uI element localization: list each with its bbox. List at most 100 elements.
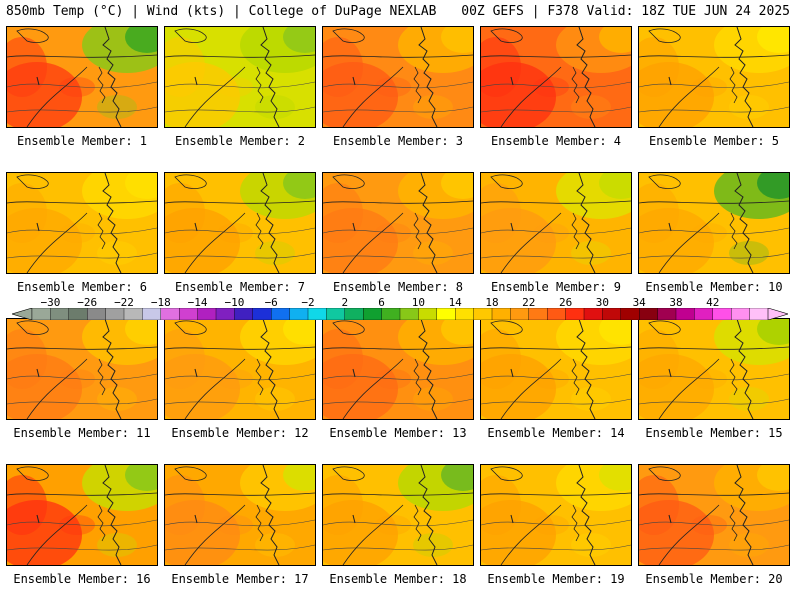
colorbar-tick-label: −30 (40, 296, 61, 309)
height-contour (639, 106, 789, 113)
member-label: Ensemble Member: 16 (13, 572, 151, 586)
state-border (184, 212, 246, 273)
map-panel (322, 26, 474, 128)
coastline (102, 27, 122, 127)
member-label: Ensemble Member: 1 (16, 134, 148, 148)
coastline (576, 319, 596, 419)
map-panel (6, 464, 158, 566)
state-border (500, 212, 562, 273)
colorbar-swatch (307, 308, 327, 320)
colorbar-swatch (639, 308, 659, 320)
state-border (184, 66, 246, 127)
height-contour (639, 519, 789, 527)
state-border (639, 54, 789, 58)
state-border (500, 504, 562, 565)
temperature-map (165, 319, 315, 419)
state-border (639, 200, 789, 204)
height-contour (481, 519, 631, 527)
coastline (102, 319, 122, 419)
colorbar-tick-label: −18 (150, 296, 171, 309)
coastline (418, 319, 438, 419)
coastline (734, 465, 754, 565)
colorbar-swatch (510, 308, 530, 320)
state-border (323, 492, 473, 496)
temperature-map (165, 465, 315, 565)
height-contour (165, 106, 315, 113)
cool-anomaly (757, 465, 789, 491)
coastline (734, 27, 754, 127)
colorbar-swatch (215, 308, 235, 320)
colorbar-tick-label: 42 (706, 296, 720, 309)
cool-anomaly (441, 465, 473, 491)
coastline (576, 27, 596, 127)
height-contour (639, 227, 789, 235)
lake-outline (16, 174, 49, 189)
coastline (260, 465, 280, 565)
state-border (639, 492, 789, 496)
colorbar-tick-label: −14 (187, 296, 208, 309)
height-contour (481, 544, 631, 551)
bay-outline (729, 358, 738, 396)
map-panel (322, 172, 474, 274)
state-border (7, 492, 157, 496)
colorbar-tick-label: 38 (669, 296, 683, 309)
colorbar-swatch (105, 308, 125, 320)
member-label: Ensemble Member: 19 (487, 572, 625, 586)
colorbar-tick-label: 6 (378, 296, 385, 309)
colorbar-tick-label: 14 (448, 296, 462, 309)
member-label: Ensemble Member: 12 (171, 426, 309, 440)
cool-anomaly (757, 27, 789, 53)
wind-barb (510, 76, 514, 86)
map-panel (638, 464, 790, 566)
lake-outline (174, 466, 207, 481)
height-contour (639, 252, 789, 259)
state-border (658, 504, 720, 565)
map-panel (6, 318, 158, 420)
member-label: Ensemble Member: 7 (174, 280, 306, 294)
map-panel (164, 172, 316, 274)
state-border (658, 212, 720, 273)
lake-outline (332, 174, 365, 189)
height-contour (323, 373, 473, 381)
colorbar-swatch (547, 308, 567, 320)
map-panel (480, 464, 632, 566)
map-panel (480, 26, 632, 128)
cool-anomaly (125, 319, 157, 345)
colorbar-high-arrow (767, 308, 788, 320)
state-border (658, 66, 720, 127)
temperature-map (323, 465, 473, 565)
temperature-map (7, 319, 157, 419)
lake-outline (16, 28, 49, 43)
warm-anomaly (481, 475, 521, 535)
bay-outline (571, 212, 580, 250)
height-contour (7, 81, 157, 89)
state-border (481, 200, 631, 204)
member-label: Ensemble Member: 15 (645, 426, 783, 440)
cool-anomaly (283, 27, 315, 53)
state-border (481, 54, 631, 58)
member-label: Ensemble Member: 8 (332, 280, 464, 294)
state-border (26, 212, 88, 273)
temperature-map (7, 27, 157, 127)
lake-outline (490, 320, 523, 335)
temperature-map (481, 27, 631, 127)
temperature-map (165, 173, 315, 273)
colorbar-swatch (694, 308, 714, 320)
colorbar-swatch (436, 308, 456, 320)
member-label: Ensemble Member: 6 (16, 280, 148, 294)
bay-outline (413, 212, 422, 250)
colorbar-swatch (234, 308, 254, 320)
colorbar-swatch (363, 308, 383, 320)
colorbar-swatch (602, 308, 622, 320)
warm-anomaly (639, 183, 679, 243)
warm-anomaly (165, 475, 205, 535)
member-label: Ensemble Member: 3 (332, 134, 464, 148)
colorbar-swatch (399, 308, 419, 320)
state-border (500, 66, 562, 127)
colorbar-swatch (675, 308, 695, 320)
wind-barb (668, 368, 672, 378)
temperature-map (7, 173, 157, 273)
coastline (734, 319, 754, 419)
temperature-map (639, 173, 789, 273)
height-contour (165, 81, 315, 89)
